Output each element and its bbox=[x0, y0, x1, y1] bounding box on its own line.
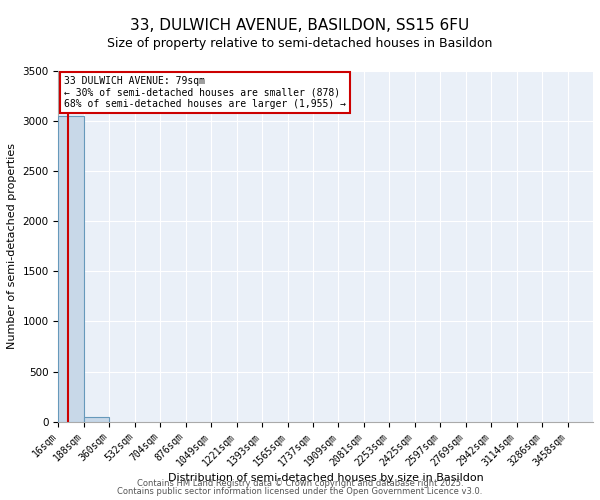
Text: 33, DULWICH AVENUE, BASILDON, SS15 6FU: 33, DULWICH AVENUE, BASILDON, SS15 6FU bbox=[130, 18, 470, 32]
Y-axis label: Number of semi-detached properties: Number of semi-detached properties bbox=[7, 144, 17, 350]
Text: 33 DULWICH AVENUE: 79sqm
← 30% of semi-detached houses are smaller (878)
68% of : 33 DULWICH AVENUE: 79sqm ← 30% of semi-d… bbox=[64, 76, 346, 110]
X-axis label: Distribution of semi-detached houses by size in Basildon: Distribution of semi-detached houses by … bbox=[168, 473, 484, 483]
Bar bbox=[58, 116, 84, 422]
Bar bbox=[84, 416, 109, 422]
Text: Contains public sector information licensed under the Open Government Licence v3: Contains public sector information licen… bbox=[118, 487, 482, 496]
Text: Size of property relative to semi-detached houses in Basildon: Size of property relative to semi-detach… bbox=[107, 38, 493, 51]
Text: Contains HM Land Registry data © Crown copyright and database right 2025.: Contains HM Land Registry data © Crown c… bbox=[137, 478, 463, 488]
